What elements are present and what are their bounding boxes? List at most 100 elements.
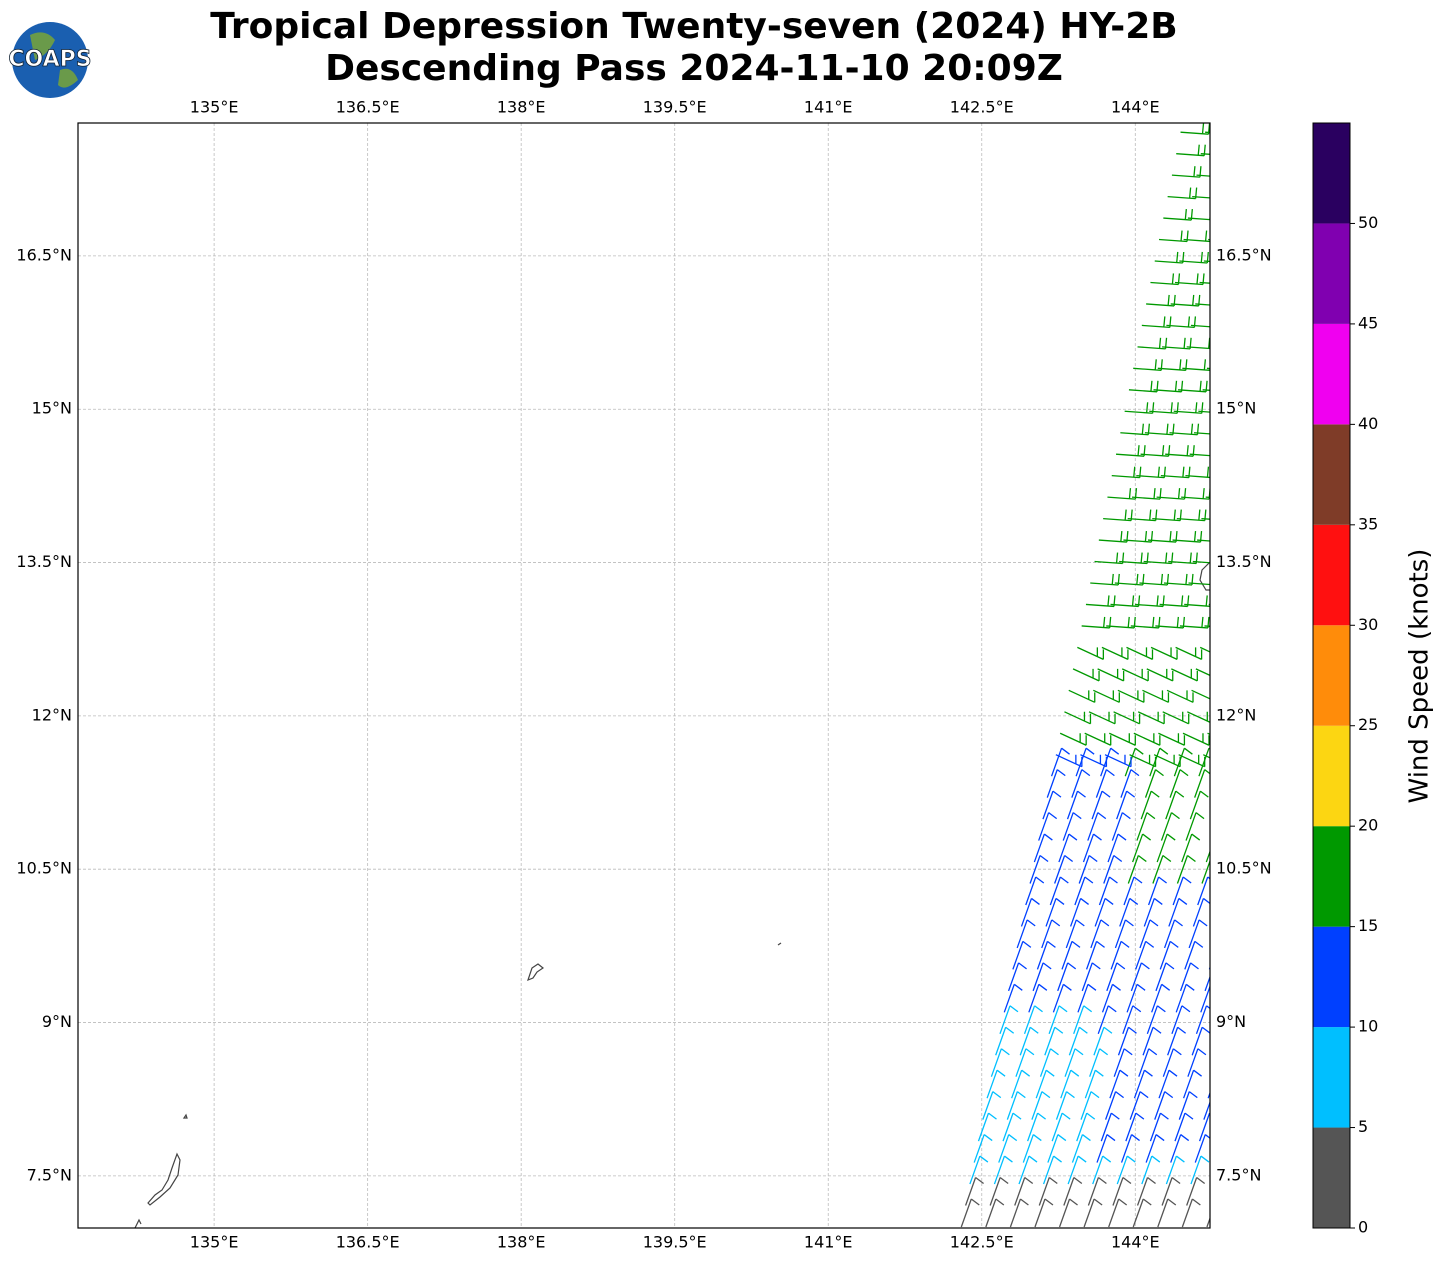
wind-barb	[1012, 940, 1032, 970]
wind-barb	[1097, 1005, 1117, 1034]
wind-barb	[1093, 689, 1120, 703]
wind-barb	[1089, 1048, 1109, 1077]
wind-barb	[1158, 1069, 1178, 1099]
wind-barb	[1175, 983, 1195, 1013]
wind-barb	[1058, 833, 1078, 863]
wind-barb	[1087, 1176, 1107, 1206]
wind-barb	[1187, 1048, 1207, 1077]
wind-barb	[1183, 230, 1210, 243]
wind-barb	[1046, 769, 1066, 798]
wind-barb	[1206, 1216, 1210, 1228]
y-tick-label: 9°N	[1216, 1012, 1246, 1031]
wind-barb	[1061, 940, 1081, 970]
colorbar-segment	[1313, 223, 1350, 324]
wind-barb	[1035, 1069, 1055, 1099]
wind-barb	[1049, 876, 1069, 906]
wind-barb	[1130, 962, 1150, 992]
wind-barb	[1109, 732, 1136, 746]
wind-barb	[969, 1155, 989, 1185]
wind-barb	[1006, 1091, 1026, 1120]
wind-barb	[1090, 919, 1110, 949]
colorbar-frame	[1312, 122, 1351, 1229]
wind-barb	[1100, 747, 1120, 777]
wind-barb	[1084, 732, 1112, 746]
wind-barb	[1011, 1069, 1031, 1099]
wind-barb	[1023, 1005, 1043, 1034]
wind-barb	[1187, 211, 1210, 221]
wind-barb	[1171, 1005, 1191, 1034]
wind-barb	[1139, 919, 1159, 949]
wind-barb	[995, 1026, 1015, 1056]
wind-barb	[1184, 940, 1204, 970]
wind-barb	[1022, 1134, 1042, 1163]
wind-barb	[1087, 812, 1107, 841]
wind-barb	[1034, 1198, 1054, 1228]
wind-barb	[993, 1155, 1013, 1185]
wind-barb	[1062, 812, 1082, 841]
wind-barb	[1095, 769, 1115, 798]
wind-barb	[1204, 625, 1210, 627]
wind-barb	[1096, 1134, 1116, 1163]
wind-barb	[1116, 1155, 1136, 1185]
wind-barb	[1129, 1091, 1149, 1120]
wind-barb	[1080, 754, 1108, 768]
wind-barb	[1129, 754, 1157, 768]
logo: COAPS	[8, 22, 92, 98]
wind-barb	[1141, 1155, 1161, 1185]
wind-barb	[1060, 1069, 1080, 1099]
wind-barb	[982, 1091, 1002, 1120]
wind-barb	[1123, 876, 1143, 906]
x-tick-label: 138°E	[497, 1233, 546, 1252]
wind-barb	[1156, 833, 1176, 863]
wind-barb	[1181, 833, 1201, 863]
y-tick-label: 9°N	[42, 1012, 72, 1031]
wind-barb	[1161, 1176, 1181, 1206]
wind-barb	[1117, 689, 1145, 703]
wind-barb	[1031, 1091, 1051, 1120]
colorbar-segment	[1313, 826, 1350, 927]
wind-barb	[1201, 859, 1210, 884]
colorbar: 0 5 10 15 20 25 30 35 40 45 50	[1312, 122, 1378, 1237]
y-tick-label: 7.5°N	[1216, 1165, 1261, 1184]
colorbar-segment	[1313, 625, 1350, 726]
wind-barb	[1055, 1091, 1075, 1120]
x-tick-label: 139.5°E	[643, 1233, 707, 1252]
wind-barb	[1150, 646, 1178, 660]
colorbar-segment	[1313, 524, 1350, 626]
x-tick-label: 136.5°E	[336, 98, 400, 117]
wind-barb	[1042, 1155, 1062, 1185]
wind-barb	[1198, 747, 1210, 777]
y-tick-label: 10.5°N	[16, 859, 72, 878]
wind-barb	[1044, 1026, 1064, 1056]
wind-barb	[1076, 1112, 1096, 1142]
wind-barb	[1112, 1176, 1132, 1206]
wind-barb	[1002, 1112, 1022, 1142]
colorbar-tick-label: 0	[1358, 1218, 1368, 1237]
logo-text: COAPS	[8, 47, 91, 72]
wind-barb	[1194, 769, 1210, 798]
y-tick-label: 16.5°N	[16, 245, 72, 264]
wind-barb	[1203, 260, 1210, 263]
coastline	[527, 963, 545, 982]
x-tick-label: 141°E	[804, 98, 853, 117]
y-tick-label: 12°N	[32, 705, 72, 724]
wind-barb	[1113, 711, 1141, 725]
wind-barb	[1042, 790, 1062, 820]
y-tick-label: 16.5°N	[1216, 245, 1272, 264]
wind-barb	[1195, 668, 1210, 677]
wind-barb	[1145, 1134, 1165, 1163]
wind-barb	[1091, 790, 1111, 820]
wind-barb	[1088, 711, 1116, 725]
wind-barb	[1107, 833, 1127, 863]
wind-barb	[1100, 1112, 1120, 1142]
wind-barb	[1202, 389, 1210, 391]
wind-barb	[1120, 1134, 1140, 1163]
wind-barb	[964, 1176, 984, 1206]
wind-barb	[960, 1198, 980, 1228]
wind-barb	[1178, 754, 1206, 768]
wind-barb	[1189, 453, 1210, 457]
colorbar-tick-label: 50	[1358, 213, 1378, 232]
wind-barb	[1162, 1048, 1182, 1077]
